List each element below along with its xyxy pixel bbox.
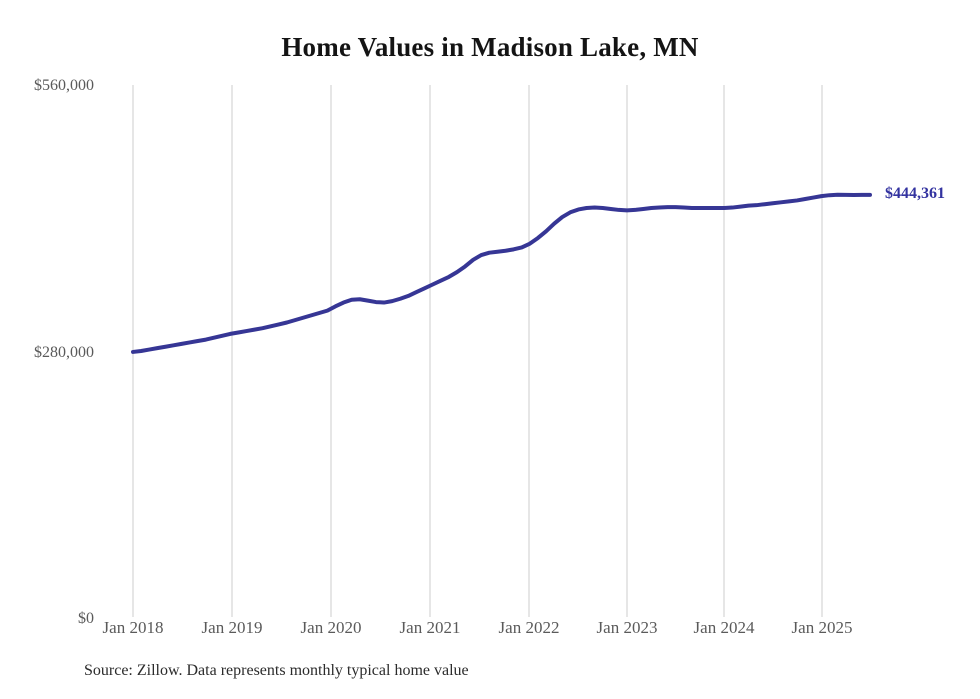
x-axis-tick-label-jan-2021: Jan 2021 — [399, 618, 461, 637]
x-axis-tick-label-jan-2018: Jan 2018 — [102, 618, 164, 637]
source-note: Source: Zillow. Data represents monthly … — [84, 662, 469, 679]
x-axis-tick-label-jan-2023: Jan 2023 — [596, 618, 658, 637]
page-title: Home Values in Madison Lake, MN — [281, 32, 699, 62]
end-value-annotation: $444,361 — [885, 184, 945, 202]
x-axis-tick-label-jan-2022: Jan 2022 — [498, 618, 560, 637]
data-series-line — [131, 192, 872, 354]
y-axis-tick-label-560000: $560,000 — [34, 77, 94, 94]
x-axis-tick-label-jan-2024: Jan 2024 — [693, 618, 755, 637]
gridlines — [132, 85, 823, 617]
y-axis-tick-label-280000: $280,000 — [34, 344, 94, 361]
x-axis-tick-label-jan-2020: Jan 2020 — [300, 618, 362, 637]
x-axis-tick-label-jan-2019: Jan 2019 — [201, 618, 263, 637]
y-axis-tick-label-0: $0 — [78, 610, 94, 627]
x-axis-tick-label-jan-2025: Jan 2025 — [791, 618, 853, 637]
